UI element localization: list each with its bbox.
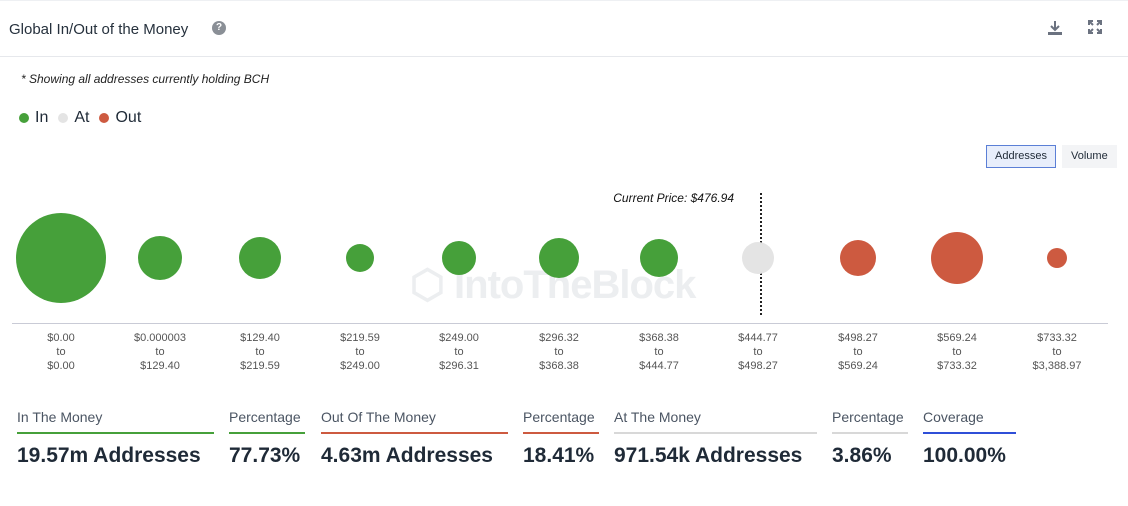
x-tick-label: $296.32 to $368.38 [509,331,609,373]
current-price-label: Current Price: $476.94 [613,191,734,205]
stat-value: 4.63m Addresses [321,444,493,467]
legend-label-at: At [74,109,90,126]
legend-out[interactable]: Out [99,109,141,127]
range-from: $733.32 [1037,332,1077,344]
stat-label: Out Of The Money [321,409,508,434]
bubble-in[interactable] [16,213,106,303]
range-from: $219.59 [340,332,380,344]
range-to-word: to [255,346,265,358]
x-tick-label: $249.00 to $296.31 [409,331,509,373]
stat-block: Percentage 18.41% [523,409,599,468]
x-tick-label: $368.38 to $444.77 [609,331,709,373]
bubble-out[interactable] [1047,248,1067,268]
bubble-in[interactable] [239,237,281,279]
legend-dot-in [19,113,29,123]
legend-label-in: In [35,109,49,126]
stat-label: Percentage [832,409,908,434]
x-tick-label: $498.27 to $569.24 [808,331,908,373]
range-to-word: to [56,346,66,358]
x-tick-label: $733.32 to $3,388.97 [1007,331,1107,373]
range-to-word: to [355,346,365,358]
addresses-toggle-button[interactable]: Addresses [986,145,1056,168]
x-tick-label: $0.00 to $0.00 [11,331,111,373]
range-from: $0.00 [47,332,75,344]
range-to-word: to [654,346,664,358]
bubble-in[interactable] [138,236,182,280]
range-from: $296.32 [539,332,579,344]
stat-value: 19.57m Addresses [17,444,201,467]
bubble-chart [16,213,1067,303]
range-to: $733.32 [937,360,977,372]
bubble-in[interactable] [539,238,579,278]
range-from: $569.24 [937,332,977,344]
bubble-at[interactable] [742,242,774,274]
range-to: $368.38 [539,360,579,372]
stat-value: 100.00% [923,444,1006,467]
stat-block: Out Of The Money 4.63m Addresses [321,409,508,468]
stat-block: At The Money 971.54k Addresses [614,409,817,468]
bubble-in[interactable] [640,239,678,277]
stat-block: Percentage 77.73% [229,409,305,468]
range-to-word: to [554,346,564,358]
stat-value: 971.54k Addresses [614,444,803,467]
range-to: $219.59 [240,360,280,372]
stat-label: Percentage [229,409,305,434]
range-to-word: to [155,346,165,358]
stat-value: 77.73% [229,444,301,467]
stat-value: 18.41% [523,444,595,467]
x-tick-label: $129.40 to $219.59 [210,331,310,373]
download-icon[interactable] [1046,19,1064,37]
range-to-word: to [952,346,962,358]
range-from: $129.40 [240,332,280,344]
widget-title: Global In/Out of the Money [9,21,189,38]
range-to: $444.77 [639,360,679,372]
range-to-word: to [1052,346,1062,358]
holding-note: * Showing all addresses currently holdin… [21,72,270,86]
stat-block: In The Money 19.57m Addresses [17,409,214,468]
range-from: $368.38 [639,332,679,344]
volume-toggle-button[interactable]: Volume [1062,145,1117,168]
range-to: $0.00 [47,360,75,372]
range-to: $249.00 [340,360,380,372]
question-circle-icon[interactable]: ? [212,21,226,35]
range-to: $129.40 [140,360,180,372]
legend-dot-at [58,113,69,123]
stat-label: In The Money [17,409,214,434]
range-to: $3,388.97 [1032,360,1082,372]
range-from: $444.77 [738,332,778,344]
stat-value: 3.86% [832,444,892,467]
x-tick-label: $0.000003 to $129.40 [110,331,210,373]
bubble-out[interactable] [840,240,876,276]
range-to-word: to [454,346,464,358]
bubble-out[interactable] [931,232,983,284]
range-from: $0.000003 [134,332,186,344]
legend-in[interactable]: In [19,109,48,127]
stat-label: At The Money [614,409,817,434]
range-to: $296.31 [439,360,479,372]
range-to: $498.27 [738,360,778,372]
legend-at[interactable]: At [58,109,89,127]
x-axis [12,323,1108,324]
chart-legend: In At Out [19,109,141,127]
range-from: $249.00 [439,332,479,344]
stat-block: Percentage 3.86% [832,409,908,468]
bubble-in[interactable] [346,244,374,272]
stat-label: Percentage [523,409,599,434]
range-to-word: to [853,346,863,358]
stat-label: Coverage [923,409,1016,434]
x-tick-label: $569.24 to $733.32 [907,331,1007,373]
widget-header [0,0,1128,57]
range-from: $498.27 [838,332,878,344]
legend-label-out: Out [115,109,142,126]
x-tick-label: $219.59 to $249.00 [310,331,410,373]
stat-block: Coverage 100.00% [923,409,1016,468]
legend-dot-out [99,113,110,123]
range-to-word: to [753,346,763,358]
expand-icon[interactable] [1086,19,1104,37]
bubble-in[interactable] [442,241,476,275]
x-tick-label: $444.77 to $498.27 [708,331,808,373]
range-to: $569.24 [838,360,878,372]
